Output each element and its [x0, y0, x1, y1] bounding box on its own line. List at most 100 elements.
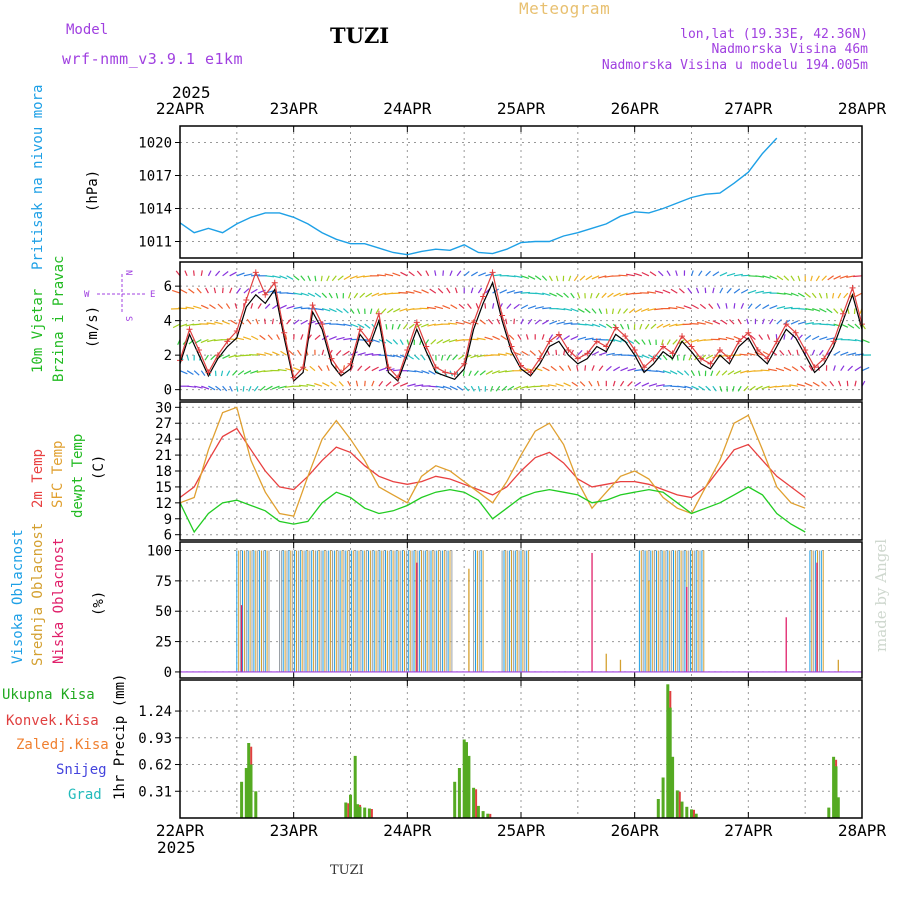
- wind-arrow: [298, 384, 308, 387]
- wind-arrow: [641, 382, 650, 387]
- wind-arrow: [458, 354, 465, 360]
- wind-arrow: [200, 370, 206, 376]
- wind-arrow: [322, 382, 330, 387]
- precip-bar: [249, 764, 253, 818]
- wind-gust-point: [716, 346, 723, 353]
- conv-precip-bar: [489, 813, 492, 818]
- wind-arrow: [584, 337, 594, 341]
- wind-gust-point: [214, 352, 221, 359]
- wind-arrow: [827, 275, 834, 281]
- wind-arrow: [309, 365, 316, 372]
- wind-arrow: [426, 306, 436, 310]
- wind-arrow: [220, 370, 224, 377]
- wind-arrow: [249, 354, 259, 356]
- wind-arrow: [755, 385, 763, 391]
- temp-2m-line: [179, 427, 806, 499]
- wind-arrow: [682, 355, 685, 361]
- wind-arrow: [833, 338, 843, 341]
- wind-arrow: [541, 334, 545, 340]
- wind-arrow: [634, 308, 643, 313]
- wind-arrow: [783, 366, 792, 372]
- wind-arrow: [392, 381, 400, 387]
- bottom-day-labels: 22APR 23APR 24APR 25APR 26APR 27APR 28APR: [156, 821, 887, 840]
- elevation-label: Nadmorska Visina 46m: [711, 42, 868, 57]
- wind-arrow: [468, 370, 472, 377]
- wind-arrow: [208, 385, 216, 391]
- wind-arrow: [350, 351, 358, 356]
- wind-arrow: [690, 339, 699, 343]
- wind-arrow: [613, 353, 623, 356]
- wind-arrow: [826, 323, 836, 327]
- ytick-label: 24: [155, 432, 172, 448]
- wind-arrow: [321, 292, 328, 299]
- wind-gust-point: [385, 364, 392, 371]
- wind-arrow: [591, 365, 595, 371]
- wind-arrow: [386, 308, 394, 314]
- ytick-label: 30: [155, 400, 172, 416]
- wind-arrow: [620, 367, 629, 372]
- wind-arrow: [347, 380, 352, 387]
- bottom-day-label: 24APR: [383, 821, 432, 840]
- wind-arrow: [740, 370, 749, 374]
- wind-arrow: [727, 370, 735, 376]
- top-day-label: 27APR: [724, 99, 773, 118]
- low-cloud-ylabel: Niska Oblacnost: [51, 538, 67, 664]
- wind-ylabel-1: 10m Vjetar: [30, 289, 46, 373]
- wind-arrow: [725, 336, 735, 341]
- wind-arrow: [733, 273, 743, 277]
- wind-arrow: [634, 368, 644, 372]
- wind-arrow: [384, 273, 394, 277]
- wind-arrow: [246, 318, 252, 325]
- wind-arrow: [479, 370, 486, 376]
- wind-gust-point: [574, 355, 581, 362]
- wind-arrow: [435, 385, 445, 389]
- wind-arrow: [321, 349, 325, 356]
- wind-gust-point: [603, 343, 610, 350]
- wind-arrow: [716, 303, 721, 309]
- ytick-label: 6: [164, 528, 172, 544]
- tempsfc-ylabel: SFC Temp: [50, 441, 66, 508]
- wind-arrow: [698, 370, 701, 377]
- precip-bar: [666, 684, 670, 818]
- wind-arrow: [517, 334, 522, 340]
- ytick-label: 0: [164, 383, 172, 399]
- wind-arrow: [563, 308, 573, 312]
- wind-arrow: [811, 292, 817, 299]
- wind-arrow: [563, 382, 571, 387]
- wind-arrow: [452, 354, 458, 361]
- wind-arrow: [476, 337, 486, 341]
- wind-arrow: [853, 275, 863, 278]
- wind-arrow: [307, 320, 316, 325]
- wind-arrow: [796, 349, 799, 356]
- wind-panel: 0 2 4 6: [164, 261, 872, 401]
- wind-arrow: [746, 352, 756, 356]
- ytick-label: 4: [164, 314, 172, 330]
- wind-arrow: [306, 383, 316, 387]
- wind-arrow: [840, 351, 849, 356]
- wind-gust-point: [262, 291, 269, 298]
- wind-arrow: [606, 339, 615, 342]
- wind-arrow: [505, 318, 508, 325]
- wind-arrow: [627, 323, 630, 330]
- wind-arrow: [222, 287, 224, 294]
- wind-arrow: [357, 323, 365, 329]
- precip-bar: [363, 807, 367, 818]
- wind-arrow: [619, 292, 628, 297]
- wind-gust-point: [404, 346, 411, 353]
- precip-bar: [671, 756, 675, 818]
- wind-arrow: [791, 366, 799, 372]
- wind-arrow: [740, 288, 749, 294]
- wind-arrow: [356, 275, 365, 279]
- wind-arrow: [783, 319, 791, 325]
- wind-arrow: [819, 308, 827, 313]
- precip-bar: [668, 707, 672, 818]
- wind-arrow: [442, 385, 451, 390]
- wind-arrow: [300, 292, 309, 297]
- wind-arrow: [739, 353, 749, 356]
- wind-gust-point: [745, 329, 752, 336]
- wind-arrow: [300, 275, 306, 281]
- precip-bar: [344, 802, 348, 818]
- ytick-label: 50: [155, 604, 172, 620]
- ytick-label: 9: [164, 512, 172, 528]
- wind-arrow: [591, 351, 600, 356]
